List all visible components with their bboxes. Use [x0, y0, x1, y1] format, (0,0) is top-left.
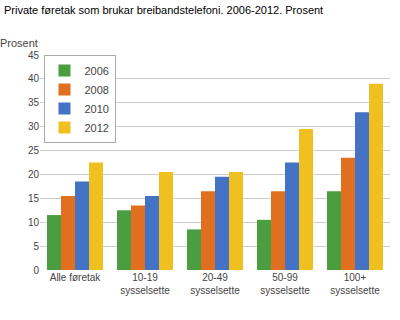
svg-text:50-99sysselsette: 50-99sysselsette [260, 272, 310, 296]
svg-text:35: 35 [28, 97, 40, 108]
svg-text:2012: 2012 [85, 122, 109, 134]
svg-text:Private føretak som brukar bre: Private føretak som brukar breibandstele… [4, 4, 323, 16]
svg-text:45: 45 [28, 50, 40, 61]
svg-text:15: 15 [28, 193, 40, 204]
svg-text:2010: 2010 [85, 103, 109, 115]
svg-text:30: 30 [28, 121, 40, 132]
svg-text:20: 20 [28, 169, 40, 180]
svg-text:2006: 2006 [85, 65, 109, 77]
svg-text:0: 0 [33, 265, 39, 276]
svg-text:5: 5 [33, 241, 39, 252]
svg-text:100+sysselsette: 100+sysselsette [330, 272, 380, 296]
svg-text:40: 40 [28, 73, 40, 84]
svg-text:25: 25 [28, 145, 40, 156]
svg-text:20-49sysselsette: 20-49sysselsette [190, 272, 240, 296]
svg-text:Prosent: Prosent [0, 37, 38, 49]
svg-text:10: 10 [28, 217, 40, 228]
svg-text:2008: 2008 [85, 84, 109, 96]
svg-text:Alle føretak: Alle føretak [50, 272, 102, 283]
svg-text:10-19sysselsette: 10-19sysselsette [120, 272, 170, 296]
